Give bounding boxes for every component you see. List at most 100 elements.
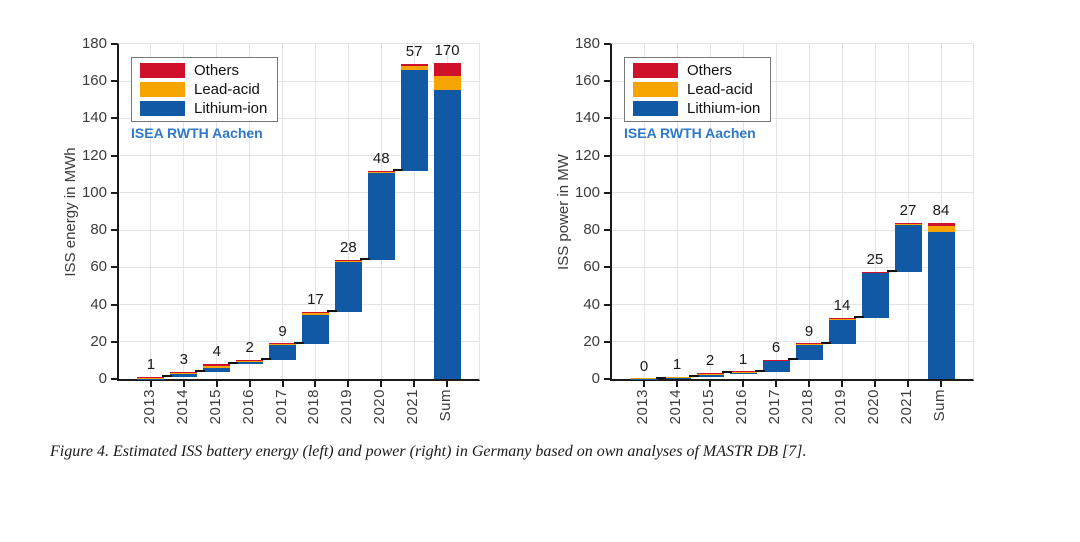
- h-gridline: [119, 266, 479, 268]
- bar-segment-others: [367, 170, 395, 172]
- h-gridline: [612, 341, 973, 343]
- y-tick-label: 20: [583, 332, 600, 350]
- x-tick: [643, 381, 645, 387]
- bar-segment-lead-acid: [367, 171, 395, 173]
- x-tick: [446, 381, 449, 387]
- bar-segment-lithium-ion: [729, 372, 757, 374]
- y-tick: [111, 378, 117, 380]
- bar-segment-others: [894, 222, 922, 224]
- y-tick: [604, 43, 610, 45]
- bar-segment-lithium-ion: [301, 314, 329, 344]
- x-tick-label: 2014: [667, 389, 684, 425]
- y-tick: [111, 340, 117, 343]
- bar-segment-others: [861, 271, 889, 273]
- y-tick-label: 20: [90, 332, 107, 350]
- isea-watermark: ISEA RWTH Aachen: [131, 125, 263, 141]
- bar-value-label: 3: [179, 350, 189, 368]
- lithium-ion-color-swatch: [140, 101, 185, 116]
- legend-item-lithium-ion: Lithium-ion: [633, 100, 760, 117]
- legend-item-lithium-ion: Lithium-ion: [140, 100, 267, 117]
- x-tick-label: 2017: [766, 389, 783, 425]
- bar-segment-lead-acid: [663, 376, 691, 378]
- h-gridline: [119, 80, 479, 82]
- h-gridline: [119, 117, 479, 119]
- v-gridline: [183, 44, 185, 379]
- bar-value-label: 1: [738, 350, 748, 368]
- y-tick-label: 180: [574, 35, 600, 52]
- bar-segment-others: [236, 360, 264, 361]
- bar-segment-lithium-ion: [795, 344, 823, 361]
- bar-segment-lithium-ion: [170, 373, 198, 378]
- bar-segment-lead-acid: [861, 272, 889, 274]
- bar-value-label: 0: [639, 357, 649, 375]
- x-tick-label: 2017: [272, 389, 290, 425]
- y-tick: [604, 154, 610, 157]
- step-connector: [853, 315, 864, 318]
- bar-segment-lead-acid: [729, 371, 757, 373]
- y-tick-label: 0: [591, 370, 600, 387]
- legend-item-others: Others: [140, 62, 267, 79]
- bar-segment-others: [828, 317, 856, 319]
- x-tick-label: 2013: [140, 389, 158, 425]
- bar-segment-lead-acid: [433, 75, 461, 90]
- v-gridline: [314, 44, 316, 379]
- power-chart: ISS power in MW Others Lead-acid Lithium…: [555, 35, 974, 424]
- bar-segment-lithium-ion: [663, 377, 691, 379]
- bar-segment-lithium-ion: [400, 70, 428, 171]
- x-tick: [413, 381, 416, 387]
- y-tick-label: 120: [574, 146, 600, 164]
- x-tick: [248, 381, 251, 387]
- legend-item-lead-acid: Lead-acid: [140, 81, 267, 98]
- y-tick: [604, 266, 610, 269]
- bar-segment-others: [795, 343, 823, 344]
- h-gridline: [119, 192, 479, 194]
- y-tick: [111, 266, 117, 269]
- x-tick-label: 2015: [206, 389, 224, 425]
- bar-segment-others: [400, 63, 428, 67]
- legend-label: Lithium-ion: [194, 100, 268, 117]
- bar-segment-lithium-ion: [762, 360, 790, 372]
- y-tick-label: 160: [81, 72, 107, 90]
- v-gridline: [413, 44, 415, 379]
- x-tick: [940, 381, 942, 387]
- y-tick: [604, 303, 610, 306]
- y-tick-label: 140: [81, 109, 107, 127]
- step-connector: [326, 310, 337, 312]
- bar-segment-others: [762, 360, 790, 361]
- bar-segment-lead-acid: [170, 372, 198, 374]
- v-gridline: [643, 44, 645, 379]
- y-tick: [111, 229, 117, 232]
- y-tick: [604, 80, 610, 83]
- bar-segment-lead-acid: [236, 360, 264, 362]
- x-tick-label: 2015: [700, 389, 717, 425]
- lead-acid-color-swatch: [140, 82, 185, 97]
- bar-value-label: 28: [340, 238, 357, 256]
- legend: Others Lead-acid Lithium-ion: [131, 57, 279, 122]
- y-tick-label: 60: [583, 258, 600, 276]
- y-tick: [111, 303, 117, 306]
- x-tick: [149, 381, 152, 387]
- bar-value-label: 170: [434, 41, 460, 59]
- bar-value-label: 2: [705, 352, 715, 370]
- bar-segment-lead-acid: [762, 360, 790, 361]
- bar-value-label: 48: [372, 149, 390, 167]
- x-tick-label: 2018: [305, 389, 323, 425]
- v-gridline: [940, 44, 942, 379]
- bar-segment-others: [301, 312, 329, 313]
- x-tick: [808, 381, 810, 387]
- step-connector: [655, 376, 666, 379]
- bar-segment-lead-acid: [795, 343, 823, 345]
- h-gridline: [612, 229, 973, 231]
- x-tick: [907, 381, 909, 387]
- isea-watermark: ISEA RWTH Aachen: [624, 125, 756, 141]
- step-connector: [721, 371, 732, 374]
- x-tick-label: 2020: [371, 389, 389, 425]
- y-tick-label: 0: [98, 370, 107, 387]
- x-tick-label: 2018: [799, 389, 816, 425]
- bar-segment-lead-acid: [696, 373, 724, 376]
- bar-segment-lithium-ion: [203, 367, 231, 372]
- bar-segment-lithium-ion: [137, 378, 165, 379]
- v-gridline: [808, 44, 810, 379]
- bar-segment-lead-acid: [203, 365, 231, 368]
- y-tick-label: 140: [574, 109, 600, 127]
